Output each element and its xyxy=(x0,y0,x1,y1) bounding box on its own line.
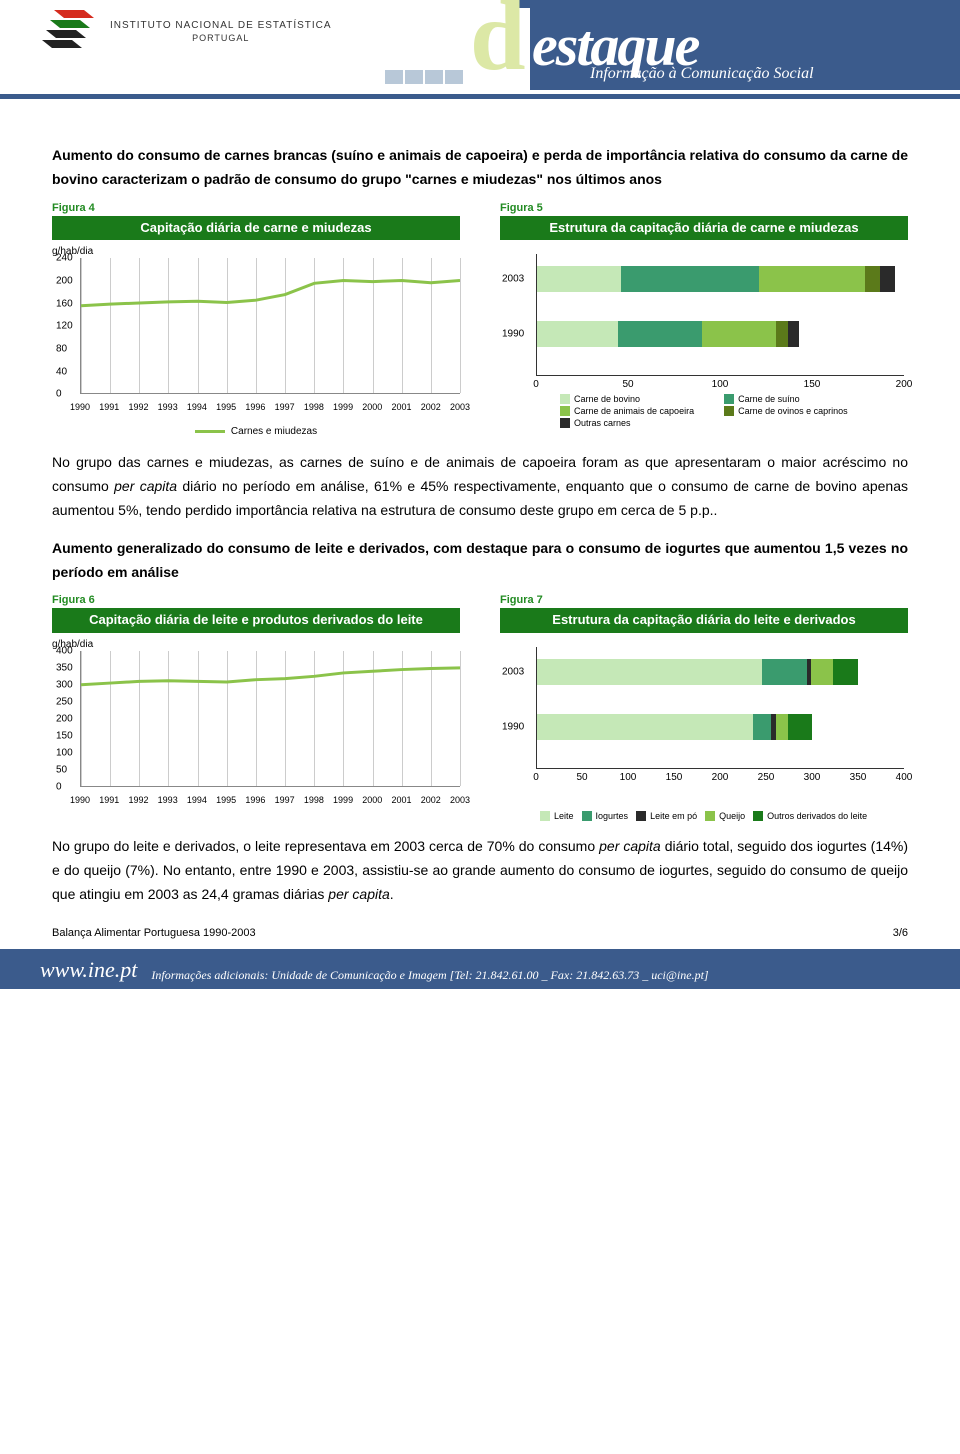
fig4-legend: Carnes e miudezas xyxy=(52,426,460,437)
fig5-title: Estrutura da capitação diária de carne e… xyxy=(500,216,908,241)
institute-name: INSTITUTO NACIONAL DE ESTATÍSTICA PORTUG… xyxy=(110,20,332,43)
footer-url: www.ine.pt xyxy=(40,957,137,983)
fig4-chart: g/hab/dia 040801201602002401990199119921… xyxy=(52,244,460,424)
page-footer: www.ine.pt Informações adicionais: Unida… xyxy=(0,949,960,989)
page-header: INSTITUTO NACIONAL DE ESTATÍSTICA PORTUG… xyxy=(0,0,960,130)
end-paragraph: No grupo do leite e derivados, o leite r… xyxy=(52,835,908,906)
footer-info: Informações adicionais: Unidade de Comun… xyxy=(151,968,708,983)
fig7-chart: 20031990LeiteIogurtesLeite em póQueijoOu… xyxy=(500,641,908,821)
fig5-chart: 20031990Carne de bovinoCarne de suínoCar… xyxy=(500,248,908,428)
figure-6: Figura 6 Capitação diária de leite e pro… xyxy=(52,594,460,821)
fig4-label: Figura 4 xyxy=(52,202,460,214)
figure-row-1: Figura 4 Capitação diária de carne e miu… xyxy=(52,202,908,438)
figure-row-2: Figura 6 Capitação diária de leite e pro… xyxy=(52,594,908,821)
fig5-label: Figura 5 xyxy=(500,202,908,214)
intro-paragraph: Aumento do consumo de carnes brancas (su… xyxy=(52,144,908,192)
fig4-legend-text: Carnes e miudezas xyxy=(231,426,317,437)
fig7-label: Figura 7 xyxy=(500,594,908,606)
destaque-subtitle: Informação à Comunicação Social xyxy=(590,65,814,83)
figure-7: Figura 7 Estrutura da capitação diária d… xyxy=(500,594,908,821)
fig7-title: Estrutura da capitação diária do leite e… xyxy=(500,608,908,633)
destaque-banner: d estaque Informação à Comunicação Socia… xyxy=(470,0,960,90)
page-content: Aumento do consumo de carnes brancas (su… xyxy=(0,130,960,949)
decorative-squares xyxy=(385,70,463,84)
fig4-title: Capitação diária de carne e miudezas xyxy=(52,216,460,241)
fig6-title: Capitação diária de leite e produtos der… xyxy=(52,608,460,633)
figure-5: Figura 5 Estrutura da capitação diária d… xyxy=(500,202,908,438)
destaque-d-letter: d xyxy=(470,0,526,76)
ine-logo-icon xyxy=(40,8,100,54)
fig6-label: Figura 6 xyxy=(52,594,460,606)
figure-4: Figura 4 Capitação diária de carne e miu… xyxy=(52,202,460,438)
institute-country: PORTUGAL xyxy=(110,33,332,43)
fig6-chart: g/hab/dia 050100150200250300350400199019… xyxy=(52,637,460,817)
heading-2: Aumento generalizado do consumo de leite… xyxy=(52,537,908,585)
blue-divider xyxy=(0,94,960,99)
mid-paragraph: No grupo das carnes e miudezas, as carne… xyxy=(52,451,908,522)
logo-area: INSTITUTO NACIONAL DE ESTATÍSTICA PORTUG… xyxy=(40,8,332,54)
institute-title: INSTITUTO NACIONAL DE ESTATÍSTICA xyxy=(110,20,332,31)
